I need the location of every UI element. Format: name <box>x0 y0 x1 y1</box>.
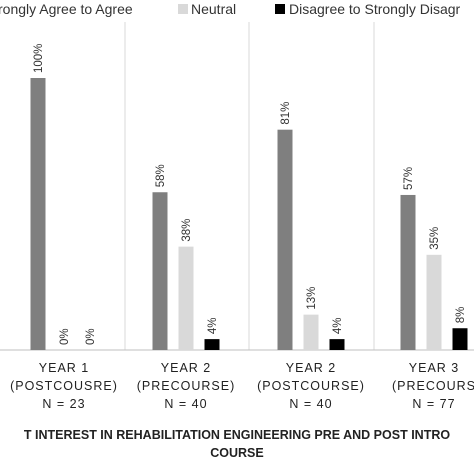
data-label: 38% <box>181 219 193 242</box>
category-separators <box>124 22 375 350</box>
bar <box>452 328 468 350</box>
data-label: 4% <box>332 317 344 334</box>
legend-label: Disagree to Strongly Disagr <box>289 1 461 17</box>
bar <box>204 339 220 350</box>
legend-swatch <box>275 4 285 14</box>
x-tick-label: YEAR 2 <box>161 361 211 375</box>
data-label: 0% <box>59 328 71 345</box>
x-axis-title: T INTEREST IN REHABILITATION ENGINEERING… <box>24 428 450 460</box>
bar <box>30 78 46 350</box>
x-axis-title-line: COURSE <box>210 446 263 460</box>
bar <box>426 254 442 350</box>
x-axis-title-line: T INTEREST IN REHABILITATION ENGINEERING… <box>24 428 450 442</box>
x-tick-label: N = 40 <box>289 397 332 411</box>
bar <box>178 246 194 350</box>
bar <box>277 129 293 350</box>
x-tick-label: (POSTCOURSE) <box>257 379 365 393</box>
x-tick-label: YEAR 3 <box>409 361 459 375</box>
x-tick-label: (PRECOURS <box>392 379 474 393</box>
data-labels-group: 100% 0% 0% 58% 38% 4% 81% 13% 4% 57% 35% 8% <box>33 44 467 345</box>
chart-legend: rongly Agree to Agree Neutral Disagree to … <box>0 1 461 17</box>
data-label: 81% <box>280 102 292 125</box>
x-tick-labels: YEAR 1 (POSTCOUSRE) N = 23 YEAR 2 (PRECOURSE… <box>10 361 474 411</box>
bar <box>400 194 416 350</box>
data-label: 4% <box>207 317 219 334</box>
legend-label: Neutral <box>191 1 236 17</box>
x-tick-label: (PRECOURSE) <box>137 379 236 393</box>
x-tick-label: N = 77 <box>412 397 455 411</box>
bar <box>303 314 319 350</box>
x-tick-label: YEAR 2 <box>286 361 336 375</box>
bar <box>152 192 168 350</box>
x-tick-label: N = 23 <box>42 397 85 411</box>
bar <box>329 339 345 350</box>
data-label: 8% <box>455 307 467 324</box>
bars-group <box>30 78 468 350</box>
x-tick-label: (POSTCOUSRE) <box>10 379 118 393</box>
data-label: 13% <box>306 287 318 310</box>
data-label: 35% <box>429 227 441 250</box>
data-label: 100% <box>33 44 45 73</box>
x-tick-label: YEAR 1 <box>39 361 89 375</box>
data-label: 0% <box>85 328 97 345</box>
legend-label: rongly Agree to Agree <box>0 1 133 17</box>
data-label: 58% <box>155 164 167 187</box>
legend-swatch <box>178 4 188 14</box>
x-tick-label: N = 40 <box>164 397 207 411</box>
data-label: 57% <box>403 167 415 190</box>
